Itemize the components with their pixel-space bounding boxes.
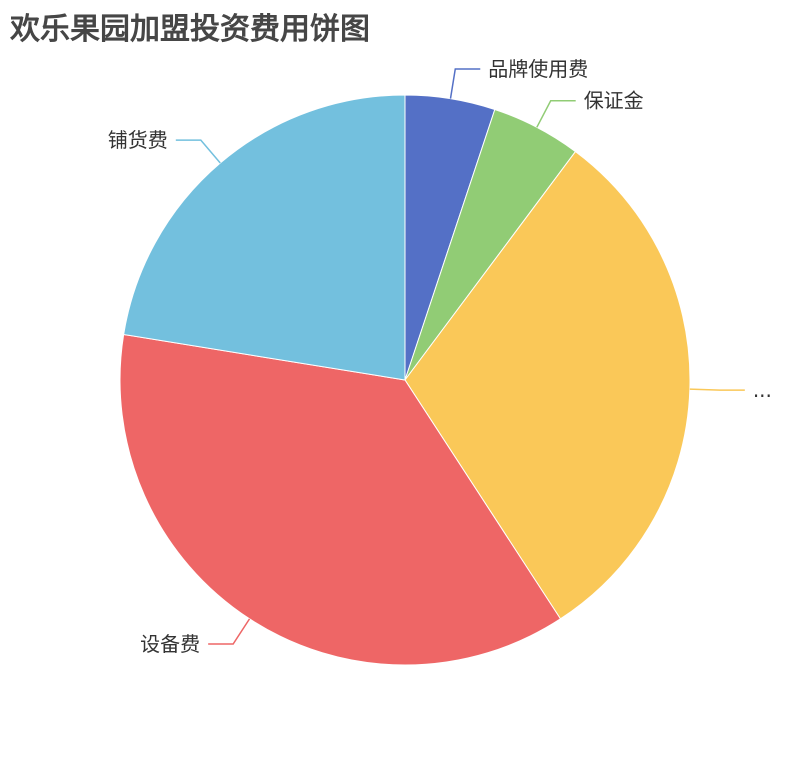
slice-label: 铺货费 [108, 128, 168, 152]
slice-label: 设备费 [140, 632, 200, 656]
pie-slice[interactable] [404, 150, 691, 620]
slice-label: ... [753, 378, 772, 402]
pie-slice[interactable] [119, 333, 562, 666]
label-line [449, 68, 481, 99]
slice-label: 保证金 [584, 89, 644, 113]
label-line [208, 618, 251, 645]
label-line [689, 388, 745, 391]
chart-title: 欢乐果园加盟投资费用饼图 [10, 12, 370, 47]
label-line [536, 99, 576, 128]
slice-label: 品牌使用费 [488, 57, 588, 81]
label-line [175, 139, 221, 164]
pie-slice[interactable] [123, 94, 406, 381]
